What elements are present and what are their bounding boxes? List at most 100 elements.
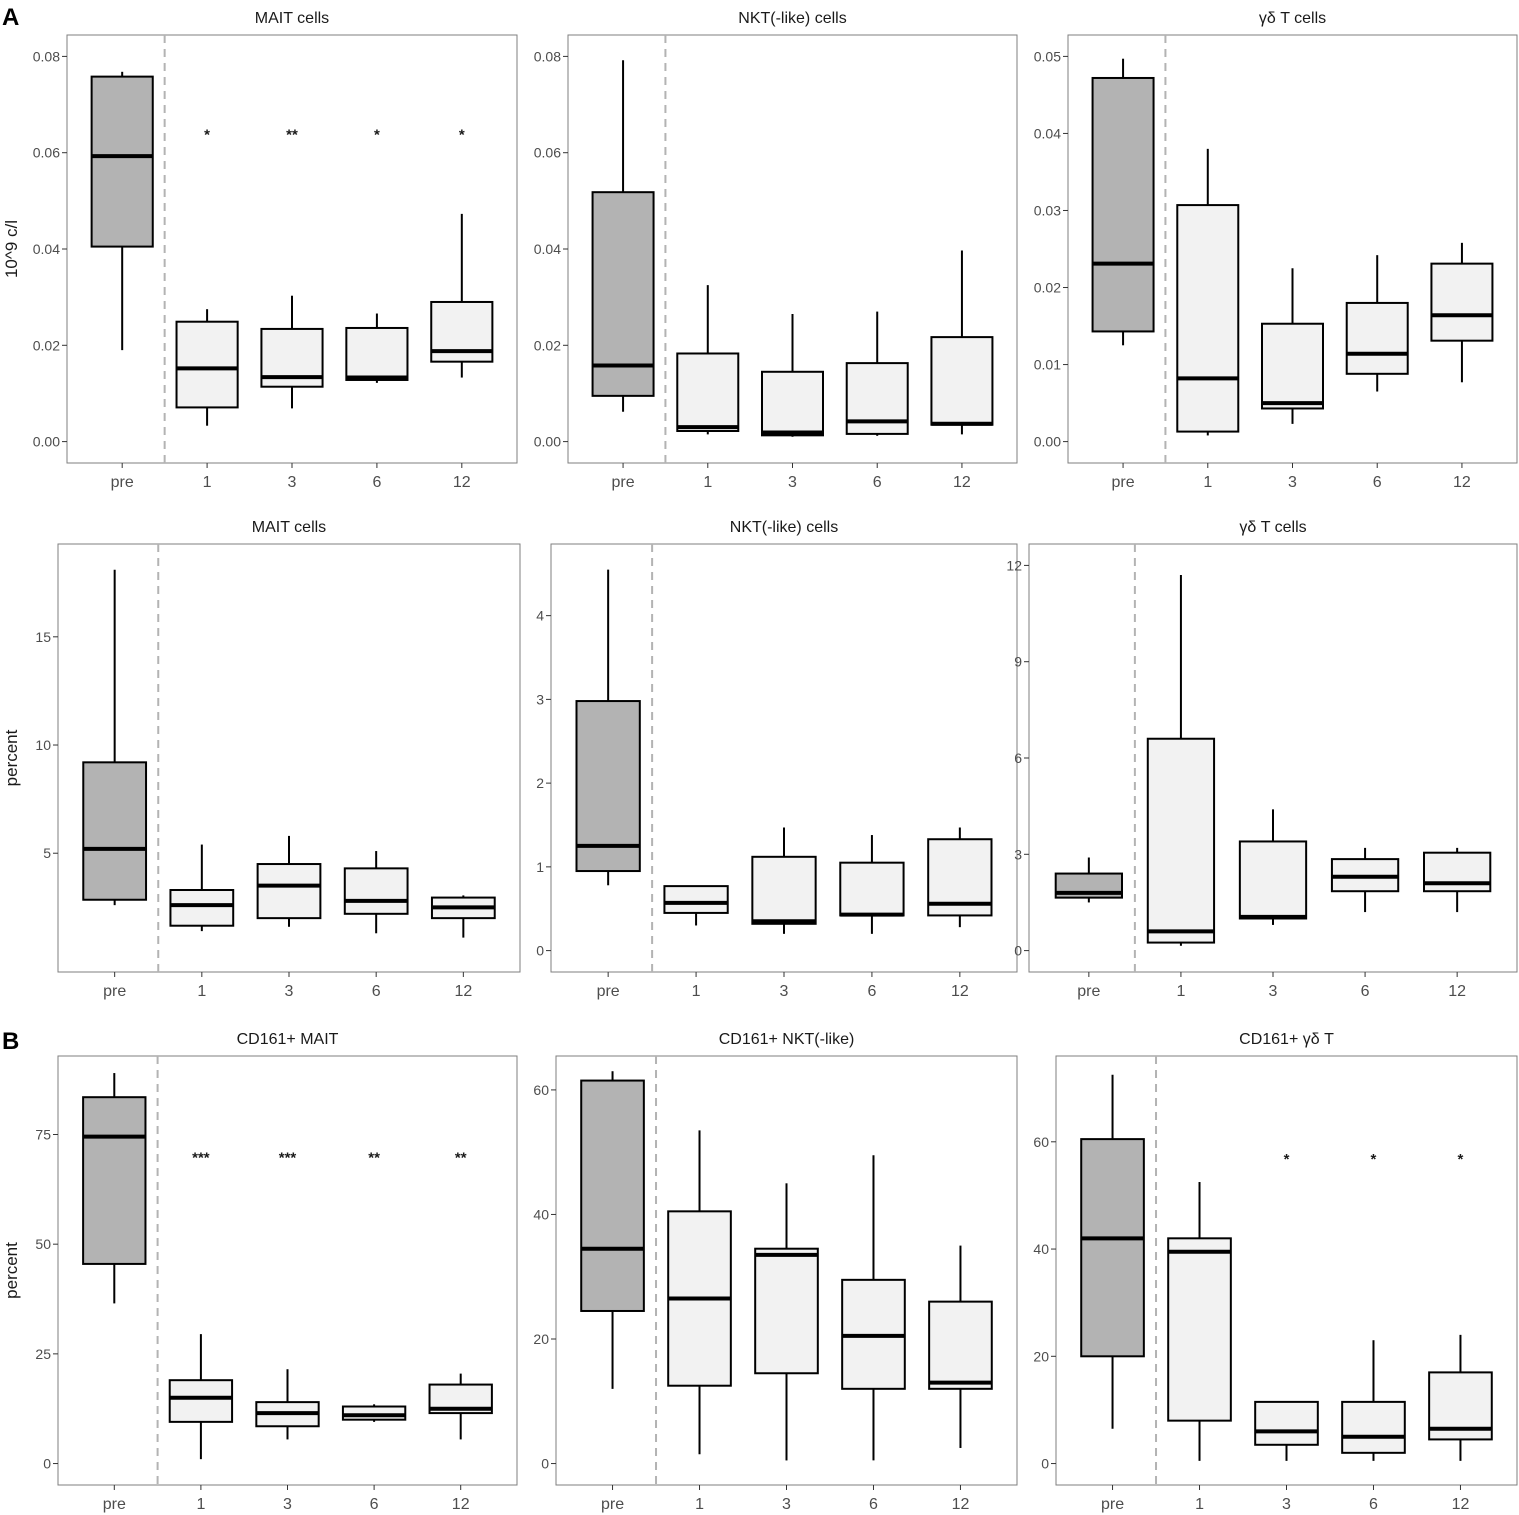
x-tick-label: 12	[1452, 1496, 1470, 1513]
y-tick-label: 0.01	[1034, 357, 1061, 373]
significance-marker: *	[374, 126, 380, 143]
y-tick-label: 1	[536, 859, 544, 875]
x-tick-label: 1	[1195, 1496, 1204, 1513]
y-tick-label: 50	[35, 1236, 51, 1252]
x-tick-label: 3	[1288, 474, 1297, 491]
iqr-box	[168, 1379, 234, 1423]
iqr-box	[1238, 840, 1308, 920]
x-tick-label: 12	[452, 1496, 470, 1513]
iqr-box	[928, 1300, 993, 1390]
y-tick-label: 0.02	[33, 337, 60, 353]
y-tick-label: 4	[536, 608, 544, 624]
box-plot	[761, 314, 824, 437]
iqr-box	[930, 336, 994, 426]
iqr-box	[751, 855, 817, 925]
box-plot	[1345, 255, 1409, 392]
significance-marker: ***	[279, 1149, 297, 1166]
panel-label-b: B	[2, 1028, 19, 1055]
box-plot	[927, 827, 993, 928]
y-tick-label: 6	[1014, 750, 1022, 766]
x-tick-label: 6	[869, 1496, 878, 1513]
iqr-box	[663, 885, 729, 914]
iqr-box	[1341, 1400, 1406, 1454]
panel-title: CD161+ MAIT	[237, 1031, 339, 1048]
x-tick-label: pre	[601, 1496, 624, 1513]
y-tick-label: 0.04	[534, 241, 561, 257]
y-tick-label: 40	[533, 1206, 549, 1222]
box-plot	[1054, 857, 1123, 903]
y-tick-label: 15	[35, 629, 51, 645]
box-plot	[663, 885, 729, 926]
iqr-box	[1430, 262, 1494, 342]
box-plot	[1428, 1334, 1493, 1461]
y-tick-label: 3	[1014, 846, 1022, 862]
box-plot	[1430, 242, 1494, 383]
y-tick-label: 60	[1033, 1134, 1049, 1150]
box-plot	[575, 569, 641, 886]
x-tick-label: 6	[372, 474, 381, 491]
iqr-box	[1254, 1400, 1319, 1446]
box-plot	[841, 1155, 906, 1461]
iqr-box	[1146, 737, 1216, 944]
y-tick-label: 20	[533, 1331, 549, 1347]
box-plot	[1238, 809, 1308, 925]
iqr-box	[256, 863, 322, 920]
significance-marker: *	[1371, 1151, 1377, 1168]
panel-title: MAIT cells	[252, 519, 326, 536]
y-tick-label: 0.05	[1034, 48, 1061, 64]
panel-title: CD161+ γδ T	[1239, 1031, 1334, 1048]
x-tick-label: 3	[1282, 1496, 1291, 1513]
x-tick-label: 3	[283, 1496, 292, 1513]
box-plot	[1423, 847, 1492, 913]
significance-marker: **	[286, 126, 298, 143]
iqr-box	[82, 1096, 147, 1265]
iqr-box	[1091, 76, 1155, 333]
box-plot	[1254, 1400, 1319, 1461]
y-tick-label: 5	[43, 845, 51, 861]
x-tick-label: 1	[203, 474, 212, 491]
box-plot	[90, 71, 154, 351]
x-tick-label: 6	[1373, 474, 1382, 491]
y-tick-label: 0	[1041, 1456, 1049, 1472]
x-tick-label: 6	[1361, 983, 1370, 1000]
box-plot	[1091, 58, 1155, 346]
box-plot	[676, 285, 740, 435]
iqr-box	[175, 320, 239, 409]
box-plot	[175, 309, 239, 426]
significance-marker: **	[368, 1149, 380, 1166]
x-tick-label: 12	[952, 1496, 970, 1513]
box-plot	[345, 313, 409, 383]
box-plot	[169, 844, 235, 932]
y-tick-label: 75	[35, 1126, 51, 1142]
x-tick-label: 1	[197, 983, 206, 1000]
iqr-box	[169, 889, 235, 927]
y-tick-label: 0.00	[33, 434, 60, 450]
chart-panel: γδ T cells 0.00 0.01 0.02 0.03 0.04 0.05 pre 1 3 6…	[1034, 10, 1518, 491]
y-tick-label: 0	[536, 943, 544, 959]
y-tick-label: 40	[1033, 1241, 1049, 1257]
box-plot	[82, 1073, 147, 1304]
y-tick-label: 0	[43, 1456, 51, 1472]
iqr-box	[580, 1079, 645, 1312]
box-plot	[1341, 1340, 1406, 1461]
x-tick-label: 3	[782, 1496, 791, 1513]
chart-panel: CD161+ NKT(-like) 0 20 40 60 pre 1 3 6 12	[533, 1031, 1018, 1513]
panel-title: MAIT cells	[255, 10, 329, 27]
chart-panel: MAIT cells 5 10 15 pre 1 3 6 12 percent	[2, 519, 521, 1000]
x-tick-label: 1	[196, 1496, 205, 1513]
x-tick-label: 6	[370, 1496, 379, 1513]
iqr-box	[1176, 204, 1240, 433]
x-tick-label: 1	[692, 983, 701, 1000]
y-tick-label: 9	[1014, 654, 1022, 670]
x-tick-label: 1	[1203, 474, 1212, 491]
chart-panel: MAIT cells 0.00 0.02 0.04 0.06 0.08 pre 1 3 6 12 10…	[2, 10, 518, 491]
box-plot	[168, 1334, 234, 1460]
x-tick-label: 3	[288, 474, 297, 491]
panel-title: NKT(-like) cells	[738, 10, 846, 27]
iqr-box	[676, 352, 740, 433]
y-tick-label: 0.04	[1034, 125, 1061, 141]
iqr-box	[575, 700, 641, 873]
x-tick-label: pre	[103, 983, 126, 1000]
y-tick-label: 0.04	[33, 241, 60, 257]
